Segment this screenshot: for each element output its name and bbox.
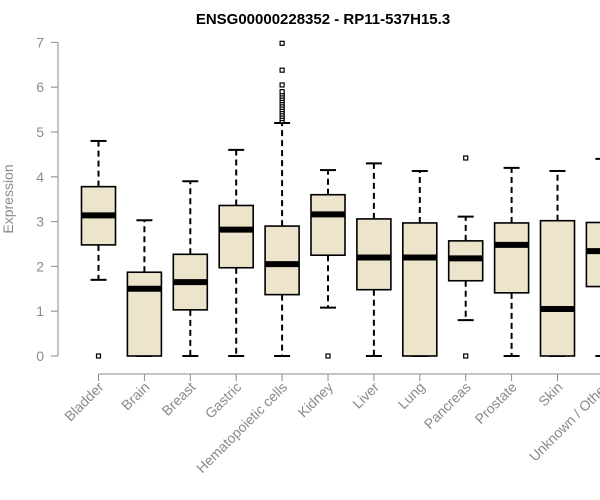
plot-area: 0 1 2 3 4 5 6 7 Bladder Brain Breast GastricHematop… <box>36 34 600 476</box>
x-category-label: Liver <box>349 379 382 412</box>
outlier-point <box>279 40 285 46</box>
outlier-point <box>95 353 102 359</box>
outlier-point <box>279 82 285 88</box>
x-category-label: Gastric <box>202 379 245 422</box>
x-category-label: Pancreas <box>421 379 474 432</box>
box <box>310 193 346 257</box>
outlier-point <box>463 155 469 161</box>
x-category-label: Prostate <box>472 379 520 427</box>
x-category-label: Kidney <box>295 379 337 421</box>
box <box>218 204 254 269</box>
box <box>264 225 300 296</box>
x-category-label: Bladder <box>61 379 107 425</box>
box <box>356 218 392 291</box>
x-category-label: Skin <box>535 379 566 410</box>
y-axis-label: Expression <box>0 164 16 233</box>
y-tick-label: 6 <box>36 79 44 95</box>
box <box>493 222 530 294</box>
y-tick-label: 1 <box>36 303 44 319</box>
y-tick-label: 2 <box>36 258 44 274</box>
x-category-label: Lung <box>395 379 428 412</box>
box <box>585 221 600 288</box>
x-category-label: Breast <box>158 379 198 419</box>
outlier-point <box>463 353 469 359</box>
chart-title: ENSG00000228352 - RP11-537H15.3 <box>196 11 450 28</box>
outlier-point <box>325 353 331 359</box>
outlier-point <box>279 89 285 95</box>
y-tick-label: 7 <box>36 34 44 50</box>
y-tick-label: 5 <box>36 124 44 140</box>
y-tick-label: 0 <box>36 348 44 364</box>
y-tick-label: 3 <box>36 214 44 230</box>
x-category-label: Hematopoietic cells <box>193 379 290 476</box>
outlier-point <box>279 67 285 73</box>
x-category-label: Brain <box>118 379 152 413</box>
box <box>126 271 163 357</box>
y-tick-label: 4 <box>36 169 44 185</box>
box <box>401 222 438 357</box>
box <box>539 219 576 357</box>
